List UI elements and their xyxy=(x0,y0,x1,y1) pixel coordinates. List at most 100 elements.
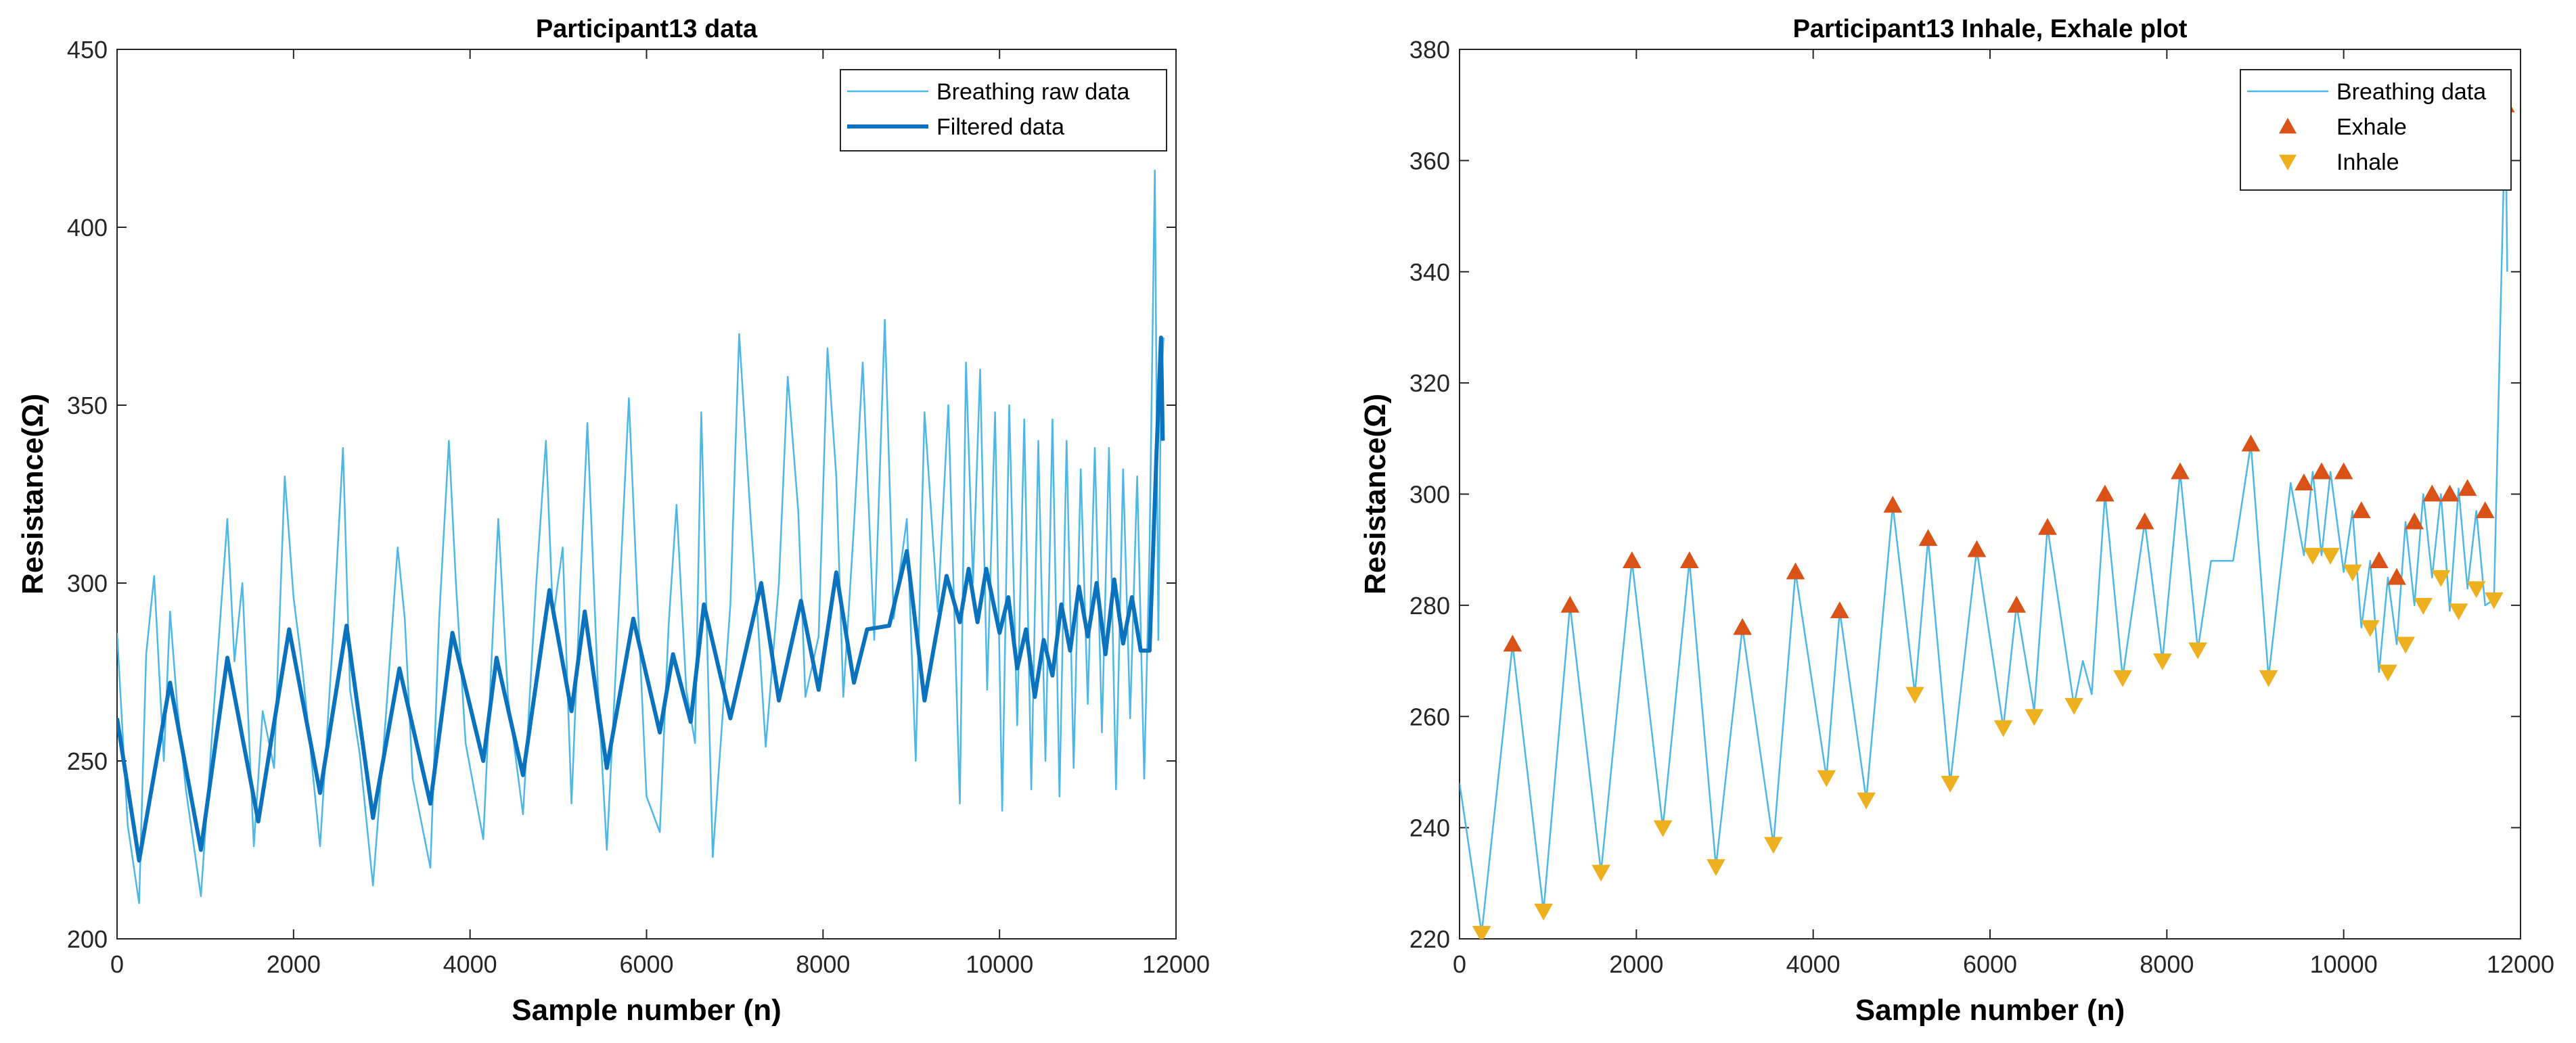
plot-area xyxy=(117,169,1165,904)
inhale-marker xyxy=(1817,770,1836,787)
y-tick-label: 300 xyxy=(1409,481,1450,509)
x-tick-label: 10000 xyxy=(2310,950,2378,978)
legend-swatch xyxy=(2279,154,2297,170)
exhale-marker xyxy=(2351,501,2371,519)
inhale-marker xyxy=(2378,664,2397,682)
x-tick-label: 6000 xyxy=(619,950,673,978)
chart-inhale-exhale: Participant13 Inhale, Exhale plot 0 2000 40… xyxy=(1359,15,2554,1027)
inhale-marker xyxy=(2303,548,2322,565)
inhale-marker xyxy=(2025,709,2044,726)
inhale-marker xyxy=(2449,603,2468,621)
inhale-marker xyxy=(1764,837,1783,854)
exhale-marker xyxy=(1830,601,1849,618)
inhale-marker xyxy=(1591,864,1610,882)
axes-frame xyxy=(1459,49,2521,940)
x-tick-label: 2000 xyxy=(267,950,321,978)
x-tick-label: 6000 xyxy=(1963,950,2017,978)
axes-frame xyxy=(116,49,1177,940)
exhale-marker xyxy=(2295,473,2313,490)
exhale-marker xyxy=(1622,551,1642,569)
exhale-marker xyxy=(2334,462,2353,480)
x-tick-label: 4000 xyxy=(1786,950,1840,978)
x-tick-label: 0 xyxy=(110,950,124,978)
y-tick-label: 350 xyxy=(67,392,108,419)
legend: Breathing raw data Filtered data xyxy=(840,69,1167,152)
exhale-marker xyxy=(1967,540,1987,557)
y-tick-label: 360 xyxy=(1409,147,1450,175)
inhale-marker xyxy=(1993,720,2013,737)
exhale-marker xyxy=(1733,618,1752,635)
exhale-marker xyxy=(2241,434,2261,452)
inhale-marker xyxy=(2396,636,2415,654)
inhale-marker xyxy=(2259,670,2278,687)
y-tick-label: 380 xyxy=(1409,36,1450,64)
exhale-marker xyxy=(2458,479,2477,496)
plot-area xyxy=(1460,95,2515,939)
y-axis-label: Resistance(Ω) xyxy=(1359,394,1392,595)
y-tick-label: 450 xyxy=(67,36,108,64)
x-tick-label: 12000 xyxy=(2487,950,2554,978)
exhale-marker xyxy=(2422,484,2442,502)
inhale-marker xyxy=(1707,859,1725,877)
exhale-marker xyxy=(2096,484,2115,502)
x-tick-label: 8000 xyxy=(796,950,850,978)
inhale-marker xyxy=(2321,548,2340,565)
legend-label: Inhale xyxy=(2336,149,2399,175)
exhale-marker xyxy=(1503,634,1522,652)
x-axis-label: Sample number (n) xyxy=(512,994,782,1027)
exhale-marker xyxy=(2440,484,2460,502)
exhale-marker xyxy=(2312,462,2331,480)
inhale-marker xyxy=(2431,570,2451,587)
inhale-marker xyxy=(2113,670,2132,687)
breathing-data-line xyxy=(1460,103,2508,935)
y-tick-label: 300 xyxy=(67,570,108,597)
inhale-marker xyxy=(1472,925,1491,939)
inhale-marker xyxy=(1905,687,1924,704)
exhale-marker xyxy=(2038,517,2057,535)
y-tick-label: 200 xyxy=(67,925,108,953)
legend: Breathing data Exhale Inhale xyxy=(2240,69,2512,191)
x-tick-label: 10000 xyxy=(966,950,1033,978)
inhale-marker xyxy=(1857,792,1876,810)
y-axis-label: Resistance(Ω) xyxy=(16,394,49,595)
legend-label: Breathing data xyxy=(2336,79,2486,105)
x-tick-label: 8000 xyxy=(2140,950,2194,978)
exhale-marker xyxy=(1918,529,1938,547)
x-tick-label: 4000 xyxy=(443,950,497,978)
y-tick-label: 280 xyxy=(1409,592,1450,620)
chart-title: Participant13 data xyxy=(536,15,758,43)
inhale-marker xyxy=(2361,620,2380,637)
exhale-marker xyxy=(1786,562,1805,580)
exhale-marker xyxy=(2135,512,2154,530)
legend-label: Breathing raw data xyxy=(936,79,1129,105)
inhale-marker xyxy=(2152,653,2172,671)
inhale-marker xyxy=(2414,597,2433,615)
y-tick-label: 340 xyxy=(1409,258,1450,286)
exhale-marker xyxy=(2387,567,2406,585)
raw-data-line xyxy=(117,169,1165,904)
legend-label: Filtered data xyxy=(936,114,1064,140)
y-tick-label: 260 xyxy=(1409,703,1450,731)
legend-label: Exhale xyxy=(2336,114,2407,140)
inhale-marker xyxy=(1941,775,1960,793)
y-tick-label: 250 xyxy=(67,747,108,775)
exhale-marker xyxy=(1560,595,1580,613)
y-tick-label: 320 xyxy=(1409,369,1450,397)
exhale-marker xyxy=(1883,495,1903,513)
inhale-marker xyxy=(2064,697,2083,715)
x-tick-label: 12000 xyxy=(1142,950,1210,978)
legend-swatch xyxy=(2279,118,2297,134)
x-axis-label: Sample number (n) xyxy=(1855,994,2125,1027)
chart-raw-filtered: Participant13 data 0 2000 4000 6000 8000 10000… xyxy=(16,15,1210,1027)
chart-title: Participant13 Inhale, Exhale plot xyxy=(1793,15,2188,43)
exhale-marker xyxy=(2007,595,2027,613)
y-tick-label: 400 xyxy=(67,214,108,241)
inhale-marker xyxy=(2343,564,2362,582)
exhale-marker xyxy=(1679,551,1699,569)
exhale-marker xyxy=(2370,551,2389,569)
filtered-data-line xyxy=(117,335,1165,863)
inhale-marker xyxy=(1653,820,1673,837)
y-tick-label: 220 xyxy=(1409,925,1450,953)
exhale-marker xyxy=(2171,462,2190,480)
